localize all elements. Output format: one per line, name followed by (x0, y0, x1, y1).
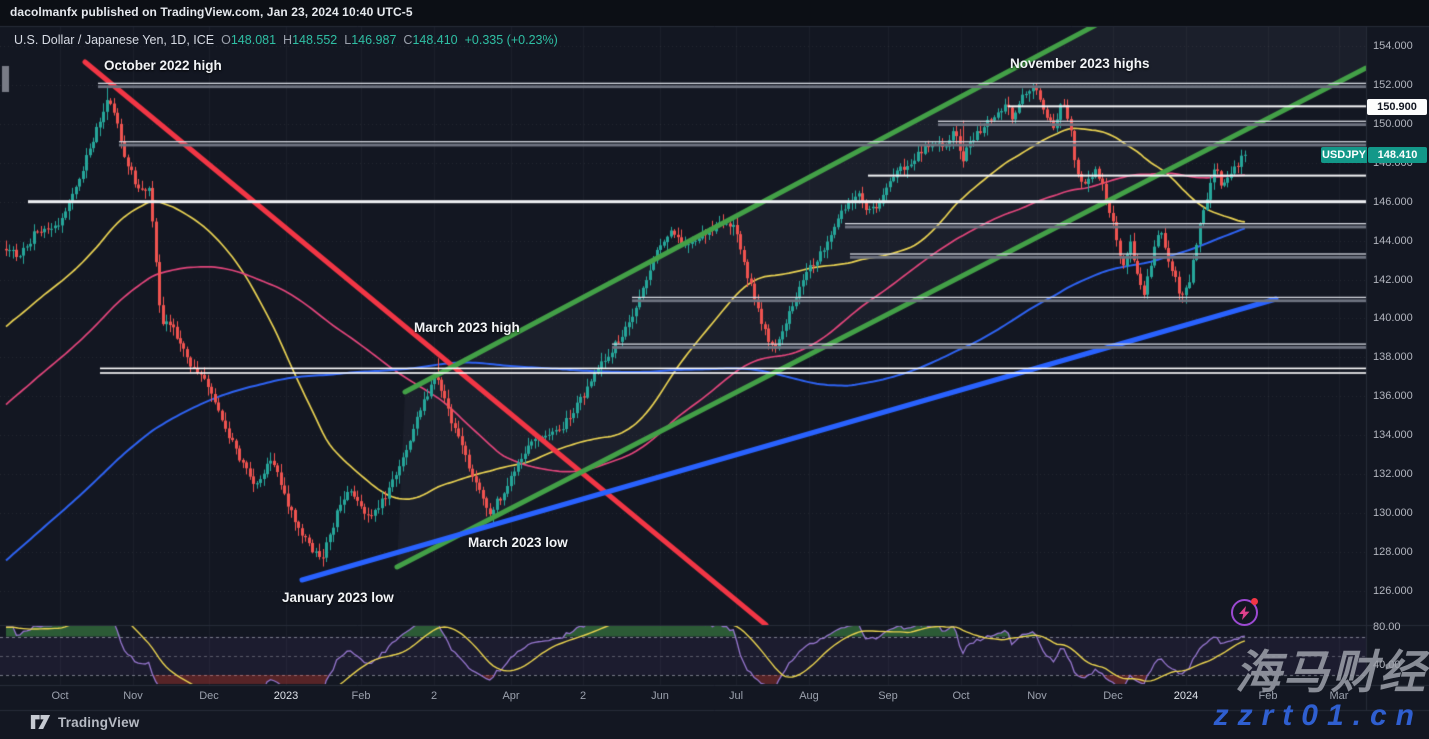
ohlc-label: C (403, 33, 413, 47)
watermark-chinese: 海马财经 (1235, 646, 1427, 698)
lightning-glyph (1239, 605, 1250, 620)
footer-brand-text: TradingView (58, 714, 140, 730)
ohlc-value: 148.081 (230, 33, 277, 47)
symbol-header: U.S. Dollar / Japanese Yen, 1D, ICE O148.… (14, 33, 558, 47)
price-tick: 142.000 (1373, 273, 1413, 286)
time-tick: Jul (728, 690, 744, 702)
ohlc-value: 148.552 (292, 33, 338, 47)
time-tick: Sep (878, 690, 898, 702)
last-price-value-tag: 148.410 (1368, 146, 1427, 163)
ohlc-field-h: H148.552 (283, 33, 337, 47)
price-tick: 146.000 (1373, 195, 1413, 208)
time-tick: Feb (351, 690, 371, 702)
time-tick: Aug (799, 690, 819, 702)
ohlc-value: 148.410 (412, 33, 458, 47)
time-tick: Dec (1103, 690, 1123, 702)
chart-annotation: March 2023 low (468, 535, 568, 550)
time-tick: 2024 (1173, 690, 1199, 702)
time-tick: 2023 (273, 690, 299, 702)
time-tick: Mar (1329, 690, 1349, 702)
price-tick: 140.000 (1373, 312, 1413, 325)
time-tick: Jun (651, 690, 669, 702)
published-bar: dacolmanfx published on TradingView.com,… (10, 5, 413, 19)
footer-logo[interactable]: TradingView (30, 714, 139, 730)
symbol-title: U.S. Dollar / Japanese Yen, 1D, ICE (14, 33, 215, 47)
time-tick: 2 (579, 690, 587, 702)
oscillator-tick: 40.00 (1373, 659, 1401, 671)
price-tick: 130.000 (1373, 507, 1413, 520)
notification-dot (1251, 598, 1258, 605)
chart-annotation: November 2023 highs (1010, 56, 1150, 71)
oscillator-tick: 80.00 (1373, 621, 1401, 633)
price-tick: 138.000 (1373, 351, 1413, 364)
tradingview-logo-icon (30, 715, 51, 729)
price-tick: 136.000 (1373, 390, 1413, 403)
price-tick: 152.000 (1373, 78, 1413, 91)
chart-annotation: October 2022 high (104, 58, 222, 73)
chart-annotation: March 2023 high (414, 320, 520, 335)
time-tick: 2 (430, 690, 438, 702)
ohlc-label: H (283, 33, 293, 47)
ohlc-fields: O148.081 H148.552 L146.987 C148.410 (214, 33, 458, 47)
price-tick: 126.000 (1373, 584, 1413, 597)
flash-icon[interactable] (1231, 599, 1258, 626)
ohlc-label: O (221, 33, 231, 47)
time-tick: Nov (1027, 690, 1047, 702)
time-tick: Apr (502, 690, 520, 702)
watermark-url: zzrt01.cn (1213, 699, 1423, 732)
ohlc-label: L (344, 33, 352, 47)
price-tick: 150.000 (1373, 117, 1413, 130)
time-tick: Oct (51, 690, 69, 702)
chart-annotation: January 2023 low (282, 590, 394, 605)
ohlc-value: 146.987 (351, 33, 397, 47)
time-tick: Feb (1258, 690, 1278, 702)
last-price-symbol-tag: USDJPY (1321, 146, 1367, 163)
ohlc-field-o: O148.081 (221, 33, 276, 47)
price-tick: 134.000 (1373, 429, 1413, 442)
time-tick: Nov (123, 690, 143, 702)
price-tick: 128.000 (1373, 545, 1413, 558)
ohlc-field-c: C148.410 (403, 33, 457, 47)
time-tick: Dec (199, 690, 219, 702)
change-value: +0.335 (+0.23%) (464, 33, 558, 47)
price-tick: 144.000 (1373, 234, 1413, 247)
ohlc-field-l: L146.987 (344, 33, 396, 47)
level-price-label: 150.900 (1367, 98, 1427, 115)
price-tick: 132.000 (1373, 468, 1413, 481)
price-tick: 154.000 (1373, 40, 1413, 52)
time-tick: Oct (952, 690, 970, 702)
